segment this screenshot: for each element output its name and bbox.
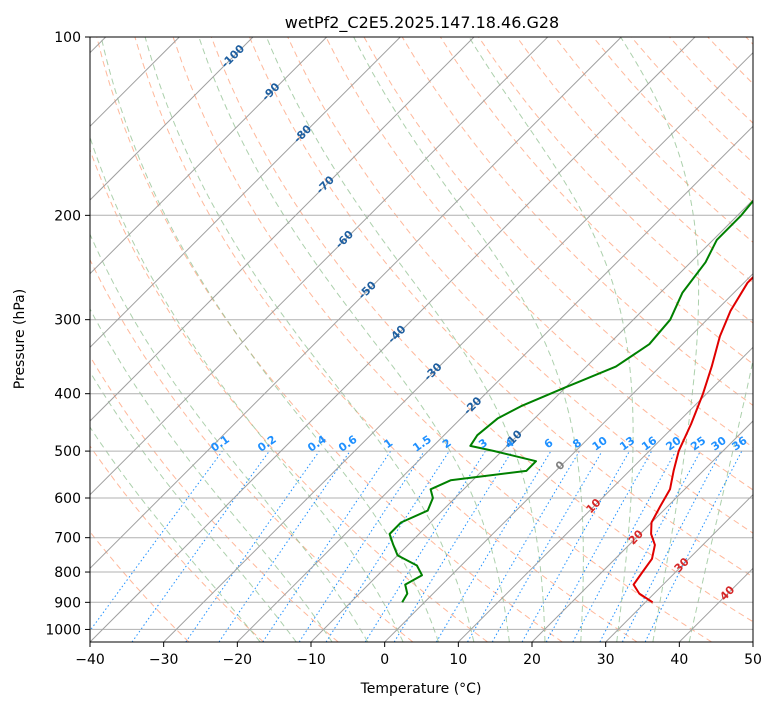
isotherm-line <box>236 125 753 642</box>
chart-title: wetPf2_C2E5.2025.147.18.46.G28 <box>285 13 559 33</box>
dry-adiabat-line <box>516 37 753 284</box>
mixing-ratio-line <box>644 450 743 642</box>
isotherm-line <box>163 51 753 642</box>
isotherm-line <box>90 37 622 570</box>
dry-adiabat-line <box>90 445 264 642</box>
isotherm-line <box>457 346 753 642</box>
plot-area <box>90 37 753 642</box>
mixing-ratio-line <box>298 450 425 642</box>
isotherm-line <box>752 641 753 642</box>
mixing-ratio-line <box>545 450 653 642</box>
moist-adiabat-line <box>100 37 439 642</box>
mixing-ratio-line <box>325 450 450 642</box>
mixing-ratio-line <box>393 450 513 642</box>
isotherm-line <box>90 37 328 275</box>
y-tick-label: 200 <box>54 208 81 224</box>
x-tick-label: −30 <box>149 652 179 668</box>
x-tick-label: 40 <box>670 652 688 668</box>
dewpoint-line <box>388 199 753 603</box>
mixing-ratio-line <box>572 450 677 642</box>
x-tick-label: 50 <box>744 652 762 668</box>
y-tick-label: 800 <box>54 565 81 581</box>
isotherm-line <box>90 37 475 422</box>
temperature-line <box>632 275 753 604</box>
x-tick-label: −10 <box>296 652 326 668</box>
y-tick-label: 100 <box>54 30 81 46</box>
dry-adiabat-line <box>96 37 563 642</box>
moist-adiabat-line <box>144 37 475 642</box>
moist-adiabat-line <box>266 37 546 642</box>
isotherm-line <box>90 37 549 496</box>
mixing-ratio-line <box>90 450 223 632</box>
mixing-ratio-line <box>521 450 630 642</box>
moist-adiabat-line <box>90 135 404 642</box>
mixing-ratio-line <box>185 450 320 642</box>
isotherm-line <box>90 37 401 349</box>
moist-adiabat-line <box>688 358 753 642</box>
isotherm-line <box>531 420 753 642</box>
x-tick-label: −20 <box>223 652 253 668</box>
mixing-ratio-line <box>218 450 351 642</box>
y-tick-label: 400 <box>54 387 81 403</box>
moist-adiabat-line <box>90 426 261 642</box>
plot-frame <box>89 36 754 643</box>
dry-adiabat-line <box>210 37 753 623</box>
moist-adiabat-line <box>198 37 510 642</box>
x-axis-label: Temperature (°C) <box>360 681 482 697</box>
moist-adiabat-line <box>620 37 700 642</box>
x-tick-label: 10 <box>449 652 467 668</box>
dry-adiabat-line <box>172 37 712 642</box>
isotherm-line <box>90 37 254 201</box>
moist-adiabat-line <box>90 370 297 642</box>
isotherm-line <box>605 493 753 642</box>
moist-adiabat-line <box>90 308 333 642</box>
isotherm-line <box>310 199 753 642</box>
mixing-ratio-line <box>131 450 270 642</box>
y-tick-label: 700 <box>54 531 81 547</box>
y-tick-label: 1000 <box>45 622 81 638</box>
dry-adiabat-line <box>287 37 753 534</box>
dry-adiabat-line <box>90 258 414 642</box>
dry-adiabat-line <box>90 355 339 642</box>
isotherm-line <box>90 37 696 642</box>
y-tick-label: 500 <box>54 444 81 460</box>
mixing-ratio-line <box>262 450 392 642</box>
y-axis-label: Pressure (hPa) <box>12 289 28 389</box>
y-tick-label: 300 <box>54 313 81 329</box>
x-tick-label: 0 <box>380 652 389 668</box>
y-tick-label: 900 <box>54 595 81 611</box>
x-tick-label: 30 <box>597 652 615 668</box>
dry-adiabat-line <box>325 37 753 491</box>
x-tick-label: −40 <box>75 652 105 668</box>
moist-adiabat-line <box>353 37 584 642</box>
y-tick-label: 600 <box>54 491 81 507</box>
dry-adiabat-line <box>249 37 753 578</box>
x-tick-label: 20 <box>523 652 541 668</box>
isotherm-line <box>384 272 753 642</box>
moist-adiabat-line <box>90 233 369 642</box>
